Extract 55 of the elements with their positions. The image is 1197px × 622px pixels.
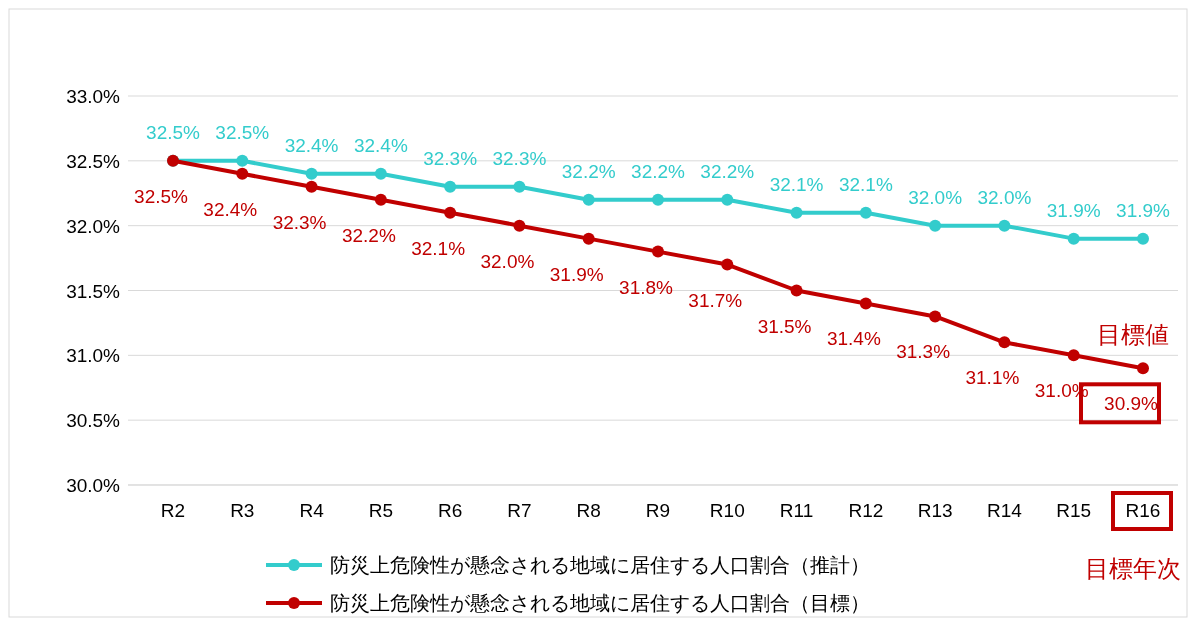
data-label: 32.5% [134,185,189,207]
data-label: 32.0% [480,250,535,272]
data-label: 31.9% [1046,199,1101,221]
data-label: 32.2% [700,160,755,182]
x-tick-label: R4 [299,500,325,521]
y-tick-label: 32.5% [66,150,121,172]
x-tick-label: R13 [917,500,953,521]
y-tick-label: 32.0% [66,215,121,237]
data-label: 31.9% [549,263,604,285]
data-label: 32.3% [272,211,327,233]
data-label: 32.5% [146,121,201,143]
legend-label: 防災上危険性が懸念される地域に居住する人口割合（目標） [330,592,870,614]
data-label: 31.5% [757,315,812,337]
x-tick-label: R12 [848,500,884,521]
x-tick-label: R3 [230,500,255,521]
data-label: 31.9% [1116,199,1171,221]
data-label: 32.2% [341,224,396,246]
data-label: 32.1% [411,237,466,259]
y-tick-label: 31.5% [66,280,121,302]
x-tick-label: R2 [160,500,186,521]
x-tick-label: R14 [987,500,1023,521]
x-tick-label: R10 [709,500,745,521]
data-label: 32.3% [423,147,478,169]
data-label: 31.3% [896,341,951,363]
x-tick-label: R7 [507,500,532,521]
data-label: 31.7% [688,289,743,311]
data-label: 32.0% [977,186,1032,208]
data-label: 30.9% [1104,393,1159,415]
legend-label: 防災上危険性が懸念される地域に居住する人口割合（推計） [330,554,870,576]
data-label: 32.4% [203,198,258,220]
x-tick-label: R16 [1125,500,1161,521]
x-tick-label: R11 [779,500,814,521]
y-tick-label: 31.0% [66,345,121,367]
y-tick-label: 30.0% [66,475,121,496]
annotation: 目標値 [1097,321,1169,349]
x-tick-label: R15 [1056,500,1092,521]
data-label: 32.5% [215,121,270,143]
data-label: 32.1% [838,173,893,195]
x-tick-label: R8 [576,500,601,521]
data-label: 32.0% [908,186,963,208]
data-label: 32.3% [492,147,547,169]
x-tick-label: R9 [645,500,671,521]
data-label: 32.4% [284,134,339,156]
x-tick-label: R5 [368,500,394,521]
data-label: 32.1% [769,173,824,195]
data-label: 32.2% [561,160,616,182]
data-label: 32.4% [353,134,408,156]
data-label: 31.1% [965,367,1020,389]
y-tick-label: 30.5% [66,410,121,432]
data-label: 31.4% [826,328,881,350]
text: 目標年次 [1085,555,1181,582]
x-tick-label: R6 [437,500,463,521]
data-label: 31.8% [619,276,674,298]
data-label: 32.2% [631,160,686,182]
y-tick-label: 33.0% [66,86,121,107]
